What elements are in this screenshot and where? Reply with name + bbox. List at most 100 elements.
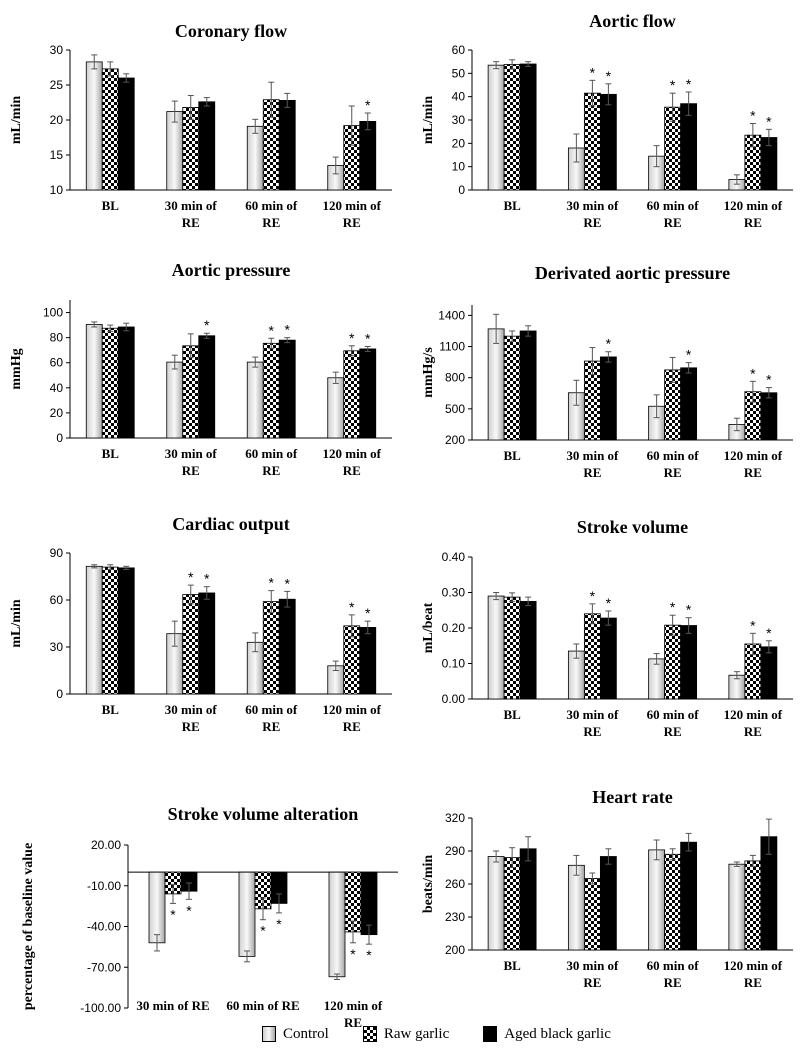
x-tick-label: RE xyxy=(583,465,601,480)
x-tick-label: 60 min of xyxy=(647,448,700,463)
y-axis-label: beats/min xyxy=(421,855,436,914)
x-tick-label: 120 min of xyxy=(724,198,783,213)
bar-raw-garlic xyxy=(664,624,682,700)
significance-star: * xyxy=(170,906,176,922)
x-tick-label: BL xyxy=(503,448,521,463)
x-tick-label: 30 min of xyxy=(566,707,619,722)
y-tick-label: 0 xyxy=(458,183,465,197)
bar-raw-garlic xyxy=(503,857,521,951)
chart-title: Cardiac output xyxy=(172,514,290,534)
x-tick-label: RE xyxy=(182,719,200,734)
bar-aged-black-garlic xyxy=(519,600,537,700)
y-tick-label: 200 xyxy=(445,433,465,447)
bar-aged-black-garlic xyxy=(760,646,778,700)
bar-raw-garlic xyxy=(101,327,119,439)
x-tick-label: 30 min of xyxy=(566,958,619,973)
y-tick-label: 20 xyxy=(452,136,466,150)
y-tick-label: -40.00 xyxy=(87,920,121,934)
bar-raw-garlic xyxy=(583,613,601,700)
y-axis-label: mmHg xyxy=(9,348,24,389)
bar-aged-black-garlic xyxy=(117,326,135,439)
significance-star: * xyxy=(766,372,772,388)
chart-title: Derivated aortic pressure xyxy=(535,263,730,283)
legend-label-raw-garlic: Raw garlic xyxy=(383,1025,450,1042)
legend-label-aged-black-garlic: Aged black garlic xyxy=(504,1025,611,1042)
significance-star: * xyxy=(750,617,756,633)
chart-title: Stroke volume alteration xyxy=(168,804,359,824)
y-tick-label: 100 xyxy=(43,306,63,320)
x-tick-label: RE xyxy=(744,215,762,230)
x-tick-label: RE xyxy=(262,463,280,478)
bar-raw-garlic xyxy=(583,878,601,951)
bar-control xyxy=(148,871,166,944)
x-tick-label: 60 min of xyxy=(647,707,700,722)
y-tick-label: 0.10 xyxy=(442,657,466,671)
x-tick-label: 30 min of xyxy=(165,198,218,213)
x-tick-label: 30 min of xyxy=(165,702,218,717)
bar-control xyxy=(328,871,346,978)
y-tick-label: 290 xyxy=(445,844,465,858)
significance-star: * xyxy=(606,595,612,611)
chart-title: Coronary flow xyxy=(175,21,287,41)
x-tick-label: 60 min of xyxy=(245,198,298,213)
x-tick-label: RE xyxy=(262,215,280,230)
significance-star: * xyxy=(366,947,372,963)
y-tick-label: 0.20 xyxy=(442,621,466,635)
significance-star: * xyxy=(670,599,676,615)
y-tick-label: 60 xyxy=(50,356,64,370)
x-tick-label: BL xyxy=(503,958,521,973)
significance-star: * xyxy=(285,575,291,591)
bar-control xyxy=(246,361,264,439)
bar-aged-black-garlic xyxy=(278,100,296,191)
chart-title: Stroke volume xyxy=(577,517,688,537)
bar-raw-garlic xyxy=(503,596,521,700)
x-tick-label: 120 min of xyxy=(724,958,783,973)
bar-aged-black-garlic xyxy=(278,598,296,695)
significance-star: * xyxy=(686,347,692,363)
bar-control xyxy=(648,849,666,951)
significance-star: * xyxy=(365,605,371,621)
y-tick-label: 30 xyxy=(50,43,64,57)
significance-star: * xyxy=(349,599,355,615)
significance-star: * xyxy=(276,916,282,932)
significance-star: * xyxy=(188,569,194,585)
bar-aged-black-garlic xyxy=(599,356,617,441)
significance-star: * xyxy=(590,64,596,80)
y-tick-label: 25 xyxy=(50,78,64,92)
x-tick-label: RE xyxy=(664,975,682,990)
x-tick-label: RE xyxy=(583,975,601,990)
legend-swatch-raw-garlic xyxy=(362,1026,377,1042)
chart-title: Aortic pressure xyxy=(172,260,291,280)
bar-aged-black-garlic xyxy=(599,93,617,191)
significance-star: * xyxy=(349,330,355,346)
significance-star: * xyxy=(606,68,612,84)
bar-aged-black-garlic xyxy=(519,330,537,441)
bar-aged-black-garlic xyxy=(599,856,617,951)
y-tick-label: 500 xyxy=(445,402,465,416)
significance-star: * xyxy=(204,571,210,587)
y-tick-label: -70.00 xyxy=(87,960,121,974)
y-tick-label: 800 xyxy=(445,371,465,385)
y-tick-label: 1100 xyxy=(439,340,465,354)
y-tick-label: 60 xyxy=(50,593,64,607)
x-tick-label: 60 min of RE xyxy=(226,998,299,1013)
x-tick-label: 30 min of xyxy=(165,446,218,461)
y-tick-label: 1400 xyxy=(438,308,465,322)
x-tick-label: RE xyxy=(262,719,280,734)
y-tick-label: 0.00 xyxy=(442,692,466,706)
x-tick-label: RE xyxy=(583,215,601,230)
chart-3: Derivated aortic pressure 200 500 800 1100 14… xyxy=(421,263,793,480)
bar-raw-garlic xyxy=(503,64,521,191)
x-tick-label: BL xyxy=(102,198,120,213)
x-tick-label: 120 min of xyxy=(323,446,382,461)
significance-star: * xyxy=(350,946,356,962)
x-tick-label: RE xyxy=(664,215,682,230)
significance-star: * xyxy=(260,923,266,939)
significance-star: * xyxy=(750,365,756,381)
significance-star: * xyxy=(606,336,612,352)
x-tick-label: 60 min of xyxy=(647,198,700,213)
bar-control xyxy=(85,61,103,191)
significance-star: * xyxy=(750,108,756,124)
bar-control xyxy=(166,361,184,439)
bar-control xyxy=(246,125,264,191)
